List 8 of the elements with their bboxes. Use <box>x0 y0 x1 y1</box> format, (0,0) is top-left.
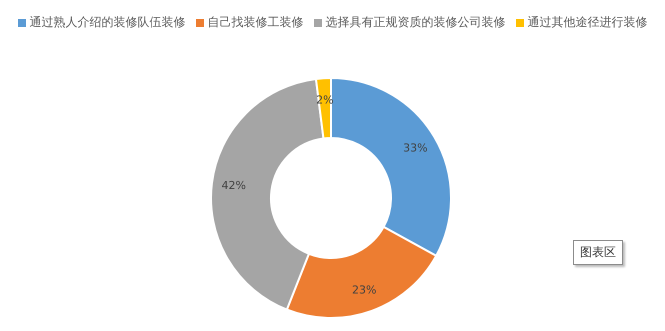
legend-label: 通过其他途径进行装修 <box>526 14 648 31</box>
data-label: 33% <box>403 142 428 155</box>
legend-label: 通过熟人介绍的装修队伍装修 <box>28 14 186 31</box>
legend-label: 选择具有正规资质的装修公司装修 <box>324 14 506 31</box>
legend-label: 自己找装修工装修 <box>206 14 304 31</box>
data-label: 23% <box>352 284 376 297</box>
data-label: 42% <box>222 179 246 192</box>
text: 图表区 <box>573 240 623 265</box>
